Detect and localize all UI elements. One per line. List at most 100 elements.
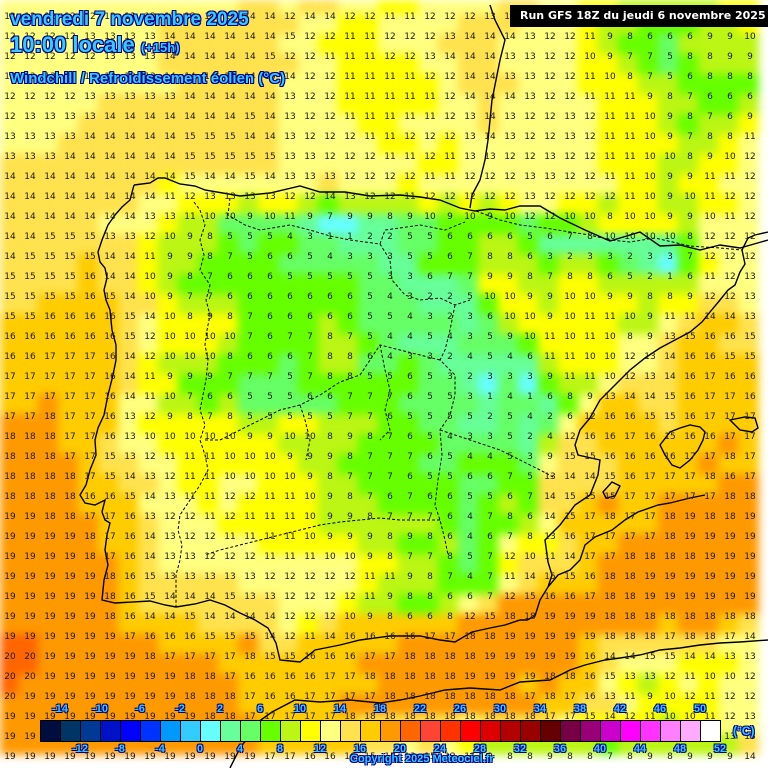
grid-value: 19	[64, 552, 76, 562]
grid-value: 17	[64, 352, 76, 362]
grid-value: 19	[24, 692, 36, 702]
grid-value: 14	[624, 392, 636, 402]
grid-value: 3	[467, 392, 473, 402]
grid-value: 12	[44, 12, 56, 22]
grid-value: 18	[604, 612, 616, 622]
grid-value: 19	[124, 692, 136, 702]
color-swatch	[301, 721, 321, 741]
grid-value: 13	[604, 692, 616, 702]
grid-value: 16	[184, 632, 196, 642]
grid-value: 13	[744, 712, 756, 722]
grid-value: 11	[424, 112, 436, 122]
grid-value: 8	[667, 92, 673, 102]
grid-value: 7	[447, 272, 453, 282]
grid-value: 19	[4, 532, 16, 542]
grid-value: 13	[84, 72, 96, 82]
grid-value: 14	[264, 12, 276, 22]
grid-value: 16	[104, 312, 116, 322]
grid-value: 19	[484, 672, 496, 682]
grid-value: 16	[644, 432, 656, 442]
grid-value: 11	[384, 92, 396, 102]
grid-value: 11	[604, 172, 616, 182]
grid-value: 13	[724, 732, 736, 742]
grid-value: 10	[304, 512, 316, 522]
grid-value: 16	[684, 352, 696, 362]
grid-value: 18	[664, 552, 676, 562]
grid-value: 12	[144, 352, 156, 362]
grid-value: 12	[404, 132, 416, 142]
grid-value: 13	[44, 72, 56, 82]
grid-value: 13	[284, 112, 296, 122]
grid-value: 15	[64, 232, 76, 242]
grid-value: 5	[427, 392, 433, 402]
grid-value: 19	[44, 612, 56, 622]
grid-value: 14	[224, 92, 236, 102]
grid-value: 12	[724, 292, 736, 302]
grid-value: 9	[647, 692, 653, 702]
grid-value: 17	[24, 412, 36, 422]
grid-value: 6	[367, 352, 373, 362]
grid-value: 12	[304, 132, 316, 142]
grid-value: 5	[447, 392, 453, 402]
grid-value: 15	[644, 412, 656, 422]
grid-value: 12	[384, 172, 396, 182]
color-swatch	[461, 721, 481, 741]
grid-value: 12	[424, 132, 436, 142]
grid-value: 6	[327, 392, 333, 402]
grid-value: 7	[487, 552, 493, 562]
grid-value: 18	[404, 652, 416, 662]
grid-value: 19	[544, 612, 556, 622]
grid-value: 11	[384, 72, 396, 82]
grid-value: 6	[287, 312, 293, 322]
grid-value: 7	[407, 492, 413, 502]
grid-value: 17	[604, 552, 616, 562]
grid-value: 8	[447, 552, 453, 562]
grid-value: 12	[44, 32, 56, 42]
grid-value: 12	[444, 12, 456, 22]
grid-value: 13	[304, 152, 316, 162]
grid-value: 5	[427, 432, 433, 442]
lead-time: (+15h)	[140, 40, 180, 55]
grid-value: 7	[467, 252, 473, 262]
grid-value: 15	[264, 152, 276, 162]
grid-value: 19	[24, 512, 36, 522]
grid-value: 15	[564, 452, 576, 462]
grid-value: 13	[204, 12, 216, 22]
grid-value: 13	[164, 572, 176, 582]
grid-value: 6	[687, 272, 693, 282]
grid-value: 18	[484, 632, 496, 642]
grid-value: 9	[667, 192, 673, 202]
grid-value: 15	[584, 712, 596, 722]
grid-value: 17	[224, 672, 236, 682]
color-scale-tick-label: 46	[653, 703, 667, 715]
grid-value: 13	[144, 92, 156, 102]
grid-value: 8	[387, 532, 393, 542]
grid-value: 10	[144, 432, 156, 442]
grid-value: 9	[687, 212, 693, 222]
grid-value: 17	[704, 412, 716, 422]
grid-value: 9	[367, 212, 373, 222]
color-swatch	[521, 721, 541, 741]
grid-value: 16	[104, 492, 116, 502]
grid-value: 16	[344, 752, 356, 762]
grid-value: 19	[144, 692, 156, 702]
grid-value: 10	[224, 432, 236, 442]
color-scale-tick-label: 16	[353, 743, 367, 755]
grid-value: 13	[84, 92, 96, 102]
grid-value: 15	[144, 572, 156, 582]
grid-value: 14	[244, 612, 256, 622]
grid-value: 15	[604, 672, 616, 682]
grid-value: 9	[647, 312, 653, 322]
color-scale-tick-label: 48	[673, 743, 687, 755]
grid-value: 17	[744, 412, 756, 422]
grid-value: 19	[4, 732, 16, 742]
grid-value: 14	[464, 72, 476, 82]
grid-value: 12	[324, 112, 336, 122]
grid-value: 8	[607, 212, 613, 222]
grid-value: 6	[407, 432, 413, 442]
grid-value: 5	[287, 272, 293, 282]
grid-value: 7	[347, 472, 353, 482]
grid-value: 10	[144, 292, 156, 302]
grid-value: 12	[84, 12, 96, 22]
grid-value: 18	[644, 612, 656, 622]
